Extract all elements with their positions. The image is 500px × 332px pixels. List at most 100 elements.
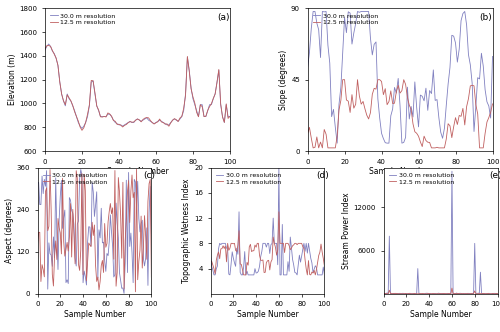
30.0 m resolution [322,273,328,277]
12.5 m resolution [134,167,140,171]
12.5 m resolution [114,270,120,274]
12.5 m resolution [175,120,181,124]
30.0 m resolution [304,66,310,70]
X-axis label: Sample Number: Sample Number [236,310,298,319]
12.5 m resolution [79,128,85,132]
30.0 m resolution [227,115,233,119]
30.0 m resolution [216,241,222,245]
Line: 30.0 m resolution: 30.0 m resolution [45,44,230,128]
30.0 m resolution [79,126,85,130]
12.5 m resolution [449,286,455,290]
12.5 m resolution [447,124,453,128]
12.5 m resolution [490,102,496,106]
30.0 m resolution [46,42,52,46]
12.5 m resolution [184,54,190,58]
Text: (b): (b) [480,13,492,22]
12.5 m resolution [438,146,444,150]
12.5 m resolution [354,78,360,82]
30.0 m resolution [92,92,98,96]
30.0 m resolution [148,232,154,236]
12.5 m resolution [34,242,40,246]
30.0 m resolution [78,168,84,172]
30.0 m resolution [42,184,48,188]
30.0 m resolution [131,121,137,124]
30.0 m resolution [121,291,127,295]
12.5 m resolution [388,291,394,295]
30.0 m resolution [276,166,282,170]
30.0 m resolution [208,254,214,258]
30.0 m resolution [211,273,217,277]
12.5 m resolution [120,180,126,184]
30.0 m resolution [449,169,455,173]
Legend: 30.0 m resolution, 12.5 m resolution: 30.0 m resolution, 12.5 m resolution [387,171,456,187]
12.5 m resolution [156,117,162,121]
12.5 m resolution [148,275,154,279]
30.0 m resolution [451,291,457,295]
12.5 m resolution [92,91,98,95]
Line: 30.0 m resolution: 30.0 m resolution [38,170,152,293]
30.0 m resolution [390,292,396,296]
30.0 m resolution [419,94,425,98]
30.0 m resolution [447,65,453,69]
30.0 m resolution [468,291,474,295]
12.5 m resolution [462,292,468,296]
12.5 m resolution [46,43,52,47]
30.0 m resolution [116,236,121,240]
12.5 m resolution [42,190,48,194]
30.0 m resolution [156,118,162,122]
30.0 m resolution [184,55,190,59]
12.5 m resolution [410,292,416,296]
Text: (e): (e) [490,171,500,181]
30.0 m resolution [434,292,440,296]
Legend: 30.0 m resolution, 12.5 m resolution: 30.0 m resolution, 12.5 m resolution [310,11,380,27]
Line: 30.0 m resolution: 30.0 m resolution [210,168,324,275]
12.5 m resolution [451,292,457,296]
12.5 m resolution [340,78,345,82]
12.5 m resolution [227,115,233,119]
12.5 m resolution [310,146,316,150]
Line: 12.5 m resolution: 12.5 m resolution [210,212,324,275]
30.0 m resolution [295,263,301,267]
30.0 m resolution [354,10,360,14]
12.5 m resolution [57,80,63,84]
12.5 m resolution [290,244,296,248]
12.5 m resolution [261,271,267,275]
12.5 m resolution [103,245,109,249]
30.0 m resolution [261,241,267,245]
X-axis label: Sample Number: Sample Number [106,167,168,177]
Line: 12.5 m resolution: 12.5 m resolution [384,288,498,294]
12.5 m resolution [132,290,138,294]
30.0 m resolution [334,141,340,145]
12.5 m resolution [63,247,69,251]
X-axis label: Sample Number: Sample Number [64,310,126,319]
30.0 m resolution [394,91,400,95]
Line: 12.5 m resolution: 12.5 m resolution [38,169,152,292]
12.5 m resolution [320,146,326,150]
30.0 m resolution [410,291,416,295]
30.0 m resolution [320,10,326,14]
12.5 m resolution [208,259,214,263]
Y-axis label: Elevation (m): Elevation (m) [8,54,16,106]
12.5 m resolution [42,47,48,51]
Y-axis label: Stream Power Index: Stream Power Index [342,193,351,269]
30.0 m resolution [63,281,69,285]
30.0 m resolution [438,130,444,134]
Line: 12.5 m resolution: 12.5 m resolution [308,80,492,148]
30.0 m resolution [494,291,500,295]
Y-axis label: Slope (degrees): Slope (degrees) [279,49,288,110]
30.0 m resolution [490,54,496,58]
12.5 m resolution [276,210,282,214]
12.5 m resolution [304,132,310,136]
Text: (d): (d) [316,171,329,181]
30.0 m resolution [34,181,40,185]
12.5 m resolution [408,292,414,296]
Legend: 30.0 m resolution, 12.5 m resolution: 30.0 m resolution, 12.5 m resolution [40,171,110,187]
30.0 m resolution [462,291,468,295]
12.5 m resolution [87,243,93,247]
30.0 m resolution [278,273,284,277]
30.0 m resolution [42,48,48,52]
Y-axis label: Aspect (degrees): Aspect (degrees) [4,198,14,263]
12.5 m resolution [434,292,440,296]
12.5 m resolution [131,120,137,124]
Line: 30.0 m resolution: 30.0 m resolution [308,12,492,143]
